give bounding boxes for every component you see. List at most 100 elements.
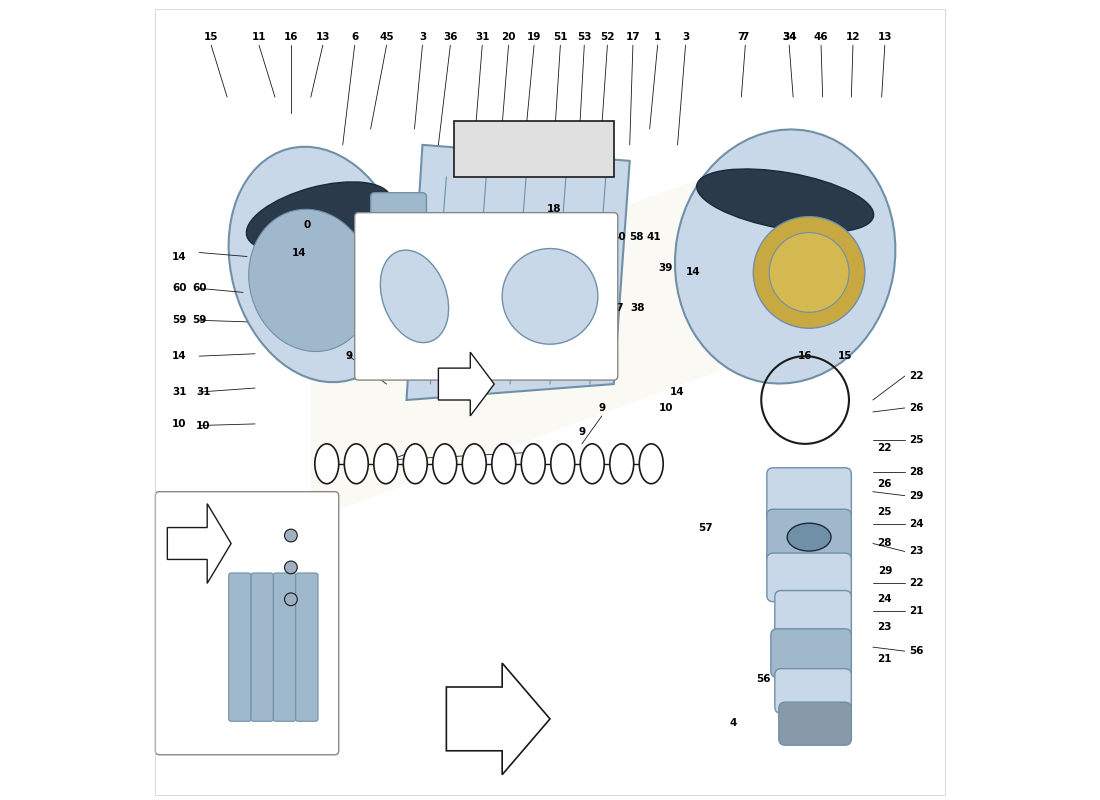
Ellipse shape xyxy=(551,444,574,484)
Text: 30: 30 xyxy=(478,303,494,314)
Text: 31: 31 xyxy=(196,387,210,397)
Text: 43: 43 xyxy=(455,379,470,389)
Text: 13: 13 xyxy=(878,32,892,42)
Text: 28: 28 xyxy=(910,466,924,477)
Polygon shape xyxy=(454,121,614,177)
Text: 30: 30 xyxy=(372,343,386,353)
Text: 45: 45 xyxy=(379,32,394,42)
Polygon shape xyxy=(311,161,749,519)
FancyBboxPatch shape xyxy=(767,510,851,566)
Text: 21: 21 xyxy=(878,654,892,664)
Text: 7: 7 xyxy=(741,32,749,42)
Text: 22: 22 xyxy=(910,578,924,588)
Text: 12: 12 xyxy=(846,32,860,42)
Ellipse shape xyxy=(675,130,895,383)
Text: 37: 37 xyxy=(609,303,625,314)
Text: 24: 24 xyxy=(878,594,892,604)
Text: 54: 54 xyxy=(399,351,414,361)
Text: 15: 15 xyxy=(204,32,219,42)
Text: 32: 32 xyxy=(262,492,276,502)
Text: 7: 7 xyxy=(738,32,745,42)
Circle shape xyxy=(285,561,297,574)
Text: 26: 26 xyxy=(878,478,892,489)
Ellipse shape xyxy=(315,444,339,484)
Ellipse shape xyxy=(229,146,409,382)
Ellipse shape xyxy=(344,444,369,484)
Text: 31: 31 xyxy=(475,32,490,42)
Text: 41: 41 xyxy=(647,231,661,242)
Polygon shape xyxy=(167,504,231,583)
Text: 44: 44 xyxy=(530,297,546,307)
Ellipse shape xyxy=(432,444,456,484)
Ellipse shape xyxy=(788,523,831,551)
Text: 13: 13 xyxy=(316,32,330,42)
Text: 59: 59 xyxy=(192,315,207,326)
Circle shape xyxy=(285,529,297,542)
Text: 39: 39 xyxy=(659,263,673,274)
Ellipse shape xyxy=(639,444,663,484)
Text: 60: 60 xyxy=(172,283,187,294)
Text: 57: 57 xyxy=(698,522,713,533)
Text: 33: 33 xyxy=(549,299,563,310)
Text: 51: 51 xyxy=(553,32,568,42)
Text: 29: 29 xyxy=(878,566,892,577)
FancyBboxPatch shape xyxy=(251,573,274,722)
Text: 24: 24 xyxy=(910,518,924,529)
Ellipse shape xyxy=(374,444,398,484)
FancyBboxPatch shape xyxy=(767,553,851,602)
FancyBboxPatch shape xyxy=(774,590,851,642)
FancyBboxPatch shape xyxy=(229,573,251,722)
FancyBboxPatch shape xyxy=(296,573,318,722)
Text: 40: 40 xyxy=(612,231,626,242)
Text: 29: 29 xyxy=(910,490,924,501)
Text: 3: 3 xyxy=(419,32,426,42)
Ellipse shape xyxy=(581,444,604,484)
Text: 38: 38 xyxy=(630,303,645,314)
Text: 5: 5 xyxy=(520,299,527,310)
Text: 17: 17 xyxy=(626,32,640,42)
FancyBboxPatch shape xyxy=(354,213,618,380)
Text: 16: 16 xyxy=(284,32,298,42)
FancyBboxPatch shape xyxy=(779,702,851,745)
Text: 15: 15 xyxy=(838,351,853,361)
Ellipse shape xyxy=(696,169,873,233)
Text: 2: 2 xyxy=(387,458,394,469)
FancyBboxPatch shape xyxy=(371,249,427,300)
Text: 31: 31 xyxy=(471,291,485,302)
FancyBboxPatch shape xyxy=(155,492,339,754)
Text: 48: 48 xyxy=(277,492,292,502)
Ellipse shape xyxy=(404,444,427,484)
Text: 35: 35 xyxy=(587,303,602,314)
Text: 49: 49 xyxy=(308,492,322,502)
Text: Vale per USA, CDN, USA Light: Vale per USA, CDN, USA Light xyxy=(450,335,605,346)
Text: 20: 20 xyxy=(502,32,516,42)
Text: 25: 25 xyxy=(878,506,892,517)
Text: 60: 60 xyxy=(192,283,207,294)
Text: 42: 42 xyxy=(458,351,472,361)
Text: 56: 56 xyxy=(910,646,924,656)
Circle shape xyxy=(754,217,865,328)
Text: 26: 26 xyxy=(910,403,924,413)
Circle shape xyxy=(285,593,297,606)
Text: 58: 58 xyxy=(629,231,645,242)
Text: 0: 0 xyxy=(304,220,310,230)
Text: 10: 10 xyxy=(172,419,187,429)
Text: 10: 10 xyxy=(658,403,673,413)
Text: 31: 31 xyxy=(172,387,187,397)
Ellipse shape xyxy=(462,444,486,484)
Polygon shape xyxy=(407,145,629,400)
Text: 53: 53 xyxy=(578,32,592,42)
Circle shape xyxy=(769,233,849,312)
Text: 50: 50 xyxy=(323,492,338,502)
Ellipse shape xyxy=(492,444,516,484)
Polygon shape xyxy=(439,352,494,416)
FancyBboxPatch shape xyxy=(767,468,851,522)
Text: 16: 16 xyxy=(798,351,813,361)
Text: 6: 6 xyxy=(351,32,359,42)
Text: 23: 23 xyxy=(878,622,892,632)
Ellipse shape xyxy=(249,210,373,351)
Text: 14: 14 xyxy=(172,251,187,262)
Text: 25: 25 xyxy=(910,435,924,445)
Text: 21: 21 xyxy=(910,606,924,616)
Text: 27: 27 xyxy=(565,299,580,310)
